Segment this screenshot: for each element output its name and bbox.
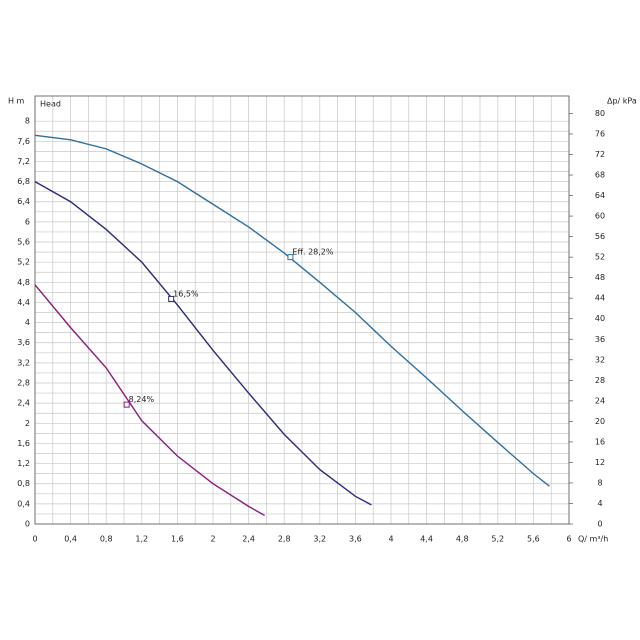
x-tick-label: 0 bbox=[32, 535, 37, 544]
x-tick-label: 4,8 bbox=[456, 535, 469, 544]
y-tick-label: 0,8 bbox=[17, 479, 30, 488]
x-tick-label: 4,4 bbox=[420, 535, 433, 544]
y2-tick-label: 24 bbox=[595, 396, 605, 405]
y2-tick-label: 20 bbox=[595, 417, 605, 426]
y2-tick-label: 64 bbox=[595, 191, 605, 200]
x-tick-label: 2 bbox=[210, 535, 215, 544]
y2-tick-label: 32 bbox=[595, 355, 605, 364]
x-tick-label: 1,2 bbox=[135, 535, 148, 544]
y-tick-label: 4,4 bbox=[17, 298, 30, 307]
y-tick-label: 2,8 bbox=[17, 379, 30, 388]
y-tick-label: 3,6 bbox=[17, 338, 30, 347]
y-tick-label: 8 bbox=[25, 117, 30, 126]
y-tick-label: 7,2 bbox=[17, 157, 30, 166]
curve bbox=[34, 180, 372, 506]
operating-point bbox=[287, 254, 294, 261]
x-tick-label: 3,6 bbox=[349, 535, 362, 544]
y-tick-label: 1,2 bbox=[17, 459, 30, 468]
operating-point bbox=[123, 401, 130, 408]
y2-tick-label: 0 bbox=[597, 520, 602, 529]
plot-frame bbox=[34, 95, 570, 525]
y2-tick-label: 48 bbox=[595, 273, 605, 282]
y2-tick-label: 80 bbox=[595, 109, 605, 118]
y-tick-label: 7,6 bbox=[17, 137, 30, 146]
x-tick-label: 1,6 bbox=[171, 535, 184, 544]
y2-tick-label: 56 bbox=[595, 232, 605, 241]
y2-tick-label: 12 bbox=[595, 458, 605, 467]
y-tick-label: 4,8 bbox=[17, 278, 30, 287]
y2-tick-label: 16 bbox=[595, 437, 605, 446]
y-tick-label: 6 bbox=[25, 217, 30, 226]
y-tick-label: 3,2 bbox=[17, 358, 30, 367]
y-axis-label: H m bbox=[8, 97, 25, 106]
y2-tick-label: 76 bbox=[595, 129, 605, 138]
y-tick-label: 6,4 bbox=[17, 197, 30, 206]
x-tick-label: 2,4 bbox=[242, 535, 255, 544]
x-tick-label: 4 bbox=[388, 535, 393, 544]
y2-tick-label: 60 bbox=[595, 212, 605, 221]
x-axis-label: Q/ m³/h bbox=[578, 535, 608, 544]
x-tick-label: 3,2 bbox=[313, 535, 326, 544]
annotation: Eff. 28,2% bbox=[292, 248, 333, 257]
y2-tick-label: 36 bbox=[595, 335, 605, 344]
x-tick-label: 0,8 bbox=[100, 535, 113, 544]
operating-point bbox=[168, 295, 175, 302]
y2-tick-label: 28 bbox=[595, 376, 605, 385]
curve bbox=[34, 134, 550, 487]
x-tick-label: 5,6 bbox=[527, 535, 540, 544]
x-tick-label: 2,8 bbox=[278, 535, 291, 544]
x-tick-label: 5,2 bbox=[491, 535, 504, 544]
y2-tick-label: 68 bbox=[595, 171, 605, 180]
y-tick-label: 5,2 bbox=[17, 258, 30, 267]
y2-tick-label: 8 bbox=[597, 478, 602, 487]
y-tick-label: 6,8 bbox=[17, 177, 30, 186]
y2-tick-label: 52 bbox=[595, 253, 605, 262]
y2-tick-label: 72 bbox=[595, 150, 605, 159]
y-tick-label: 0 bbox=[25, 520, 30, 529]
annotation: 8,24% bbox=[129, 395, 155, 404]
y-tick-label: 2 bbox=[25, 419, 30, 428]
y-tick-label: 4 bbox=[25, 318, 30, 327]
x-tick-label: 0,4 bbox=[64, 535, 77, 544]
y2-tick-label: 44 bbox=[595, 294, 605, 303]
y2-tick-label: 4 bbox=[597, 499, 602, 508]
y2-axis-label: Δp/ kPa bbox=[607, 97, 637, 106]
y-axis-sublabel: Head bbox=[40, 100, 61, 109]
y-tick-label: 5,6 bbox=[17, 238, 30, 247]
y-tick-label: 0,4 bbox=[17, 499, 30, 508]
y-tick-label: 2,4 bbox=[17, 399, 30, 408]
curve bbox=[34, 284, 265, 517]
x-tick-label: 6 bbox=[566, 535, 571, 544]
y-tick-label: 1,6 bbox=[17, 439, 30, 448]
y2-tick-label: 40 bbox=[595, 314, 605, 323]
annotation: 16,5% bbox=[173, 289, 199, 298]
